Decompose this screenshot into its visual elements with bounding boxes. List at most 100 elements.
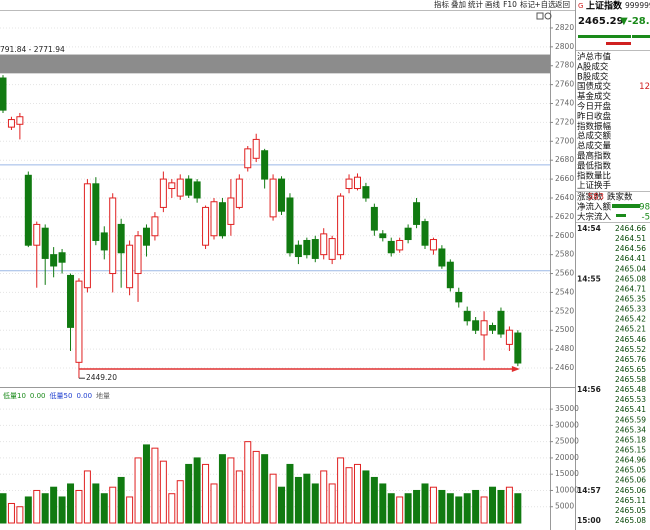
field-label: 最低指数 — [577, 160, 612, 171]
volume-bar — [227, 457, 235, 524]
candle-body — [514, 332, 522, 364]
flow-value: 98 — [639, 203, 650, 213]
close-icon[interactable] — [544, 12, 552, 20]
field-label: 昨日收盘 — [577, 111, 612, 122]
volume-bar — [413, 489, 421, 524]
volume-bar — [480, 496, 488, 524]
field-value: 12 — [639, 82, 650, 92]
y-tick-label: 2660 — [555, 174, 574, 183]
candle-body — [202, 206, 210, 246]
candle-body — [472, 320, 480, 331]
candle-body — [311, 239, 319, 259]
tick-price: 2465.05 — [615, 466, 646, 475]
candle-body — [227, 197, 235, 225]
volume-bar — [126, 496, 134, 524]
y-tick-label: 2740 — [555, 99, 574, 108]
volume-bar — [396, 496, 404, 524]
tick-price: 2465.59 — [615, 415, 646, 424]
tick-price: 2465.04 — [615, 264, 646, 273]
candle-body — [134, 235, 142, 275]
toolbar-button[interactable]: +自选 — [534, 0, 556, 9]
candle-body — [0, 77, 7, 111]
candle-body — [489, 324, 497, 331]
volume-bar — [210, 483, 218, 524]
breadth-label: 跌家数 — [607, 192, 633, 203]
field-label: 国债成交 — [577, 81, 612, 92]
y-tick-label: 2800 — [555, 42, 574, 51]
candle-body — [151, 216, 159, 237]
toolbar-button[interactable]: 指标 — [434, 0, 449, 9]
y-tick-label: 2680 — [555, 155, 574, 164]
y-tick-label: 2760 — [555, 80, 574, 89]
volume-bar — [117, 476, 125, 524]
toolbar-button[interactable]: 画线 — [485, 0, 500, 9]
volume-bar — [218, 454, 226, 524]
index-code: 999999 — [625, 1, 650, 10]
tick-price: 2465.48 — [615, 385, 646, 394]
volume-bar — [100, 493, 108, 524]
volume-bar — [0, 493, 7, 524]
volume-bar — [303, 473, 311, 524]
volume-bar — [370, 476, 378, 524]
indicator-label: 0.00 — [76, 392, 92, 400]
volume-bar — [193, 457, 201, 524]
y-tick-label: 2780 — [555, 61, 574, 70]
tick-price: 2465.06 — [615, 476, 646, 485]
y-tick-label: 2560 — [555, 269, 574, 278]
y-tick-label: 2820 — [555, 23, 574, 32]
volume-bar — [463, 493, 471, 524]
y-tick-label: 35000 — [555, 404, 579, 413]
range-text: 791.84 - 2771.94 — [0, 45, 65, 54]
volume-bar — [75, 489, 83, 524]
field-label: 指数量比 — [577, 170, 611, 181]
y-tick-label: 2620 — [555, 212, 574, 221]
field-label: 总成交量 — [577, 141, 612, 152]
candle-body — [24, 174, 32, 246]
candle-body — [505, 329, 513, 345]
candle-body — [497, 310, 505, 335]
candle-body — [480, 320, 488, 336]
field-label: 最高指数 — [577, 151, 612, 162]
toolbar-button[interactable]: F10 — [503, 0, 517, 9]
tick-price: 2465.53 — [615, 395, 646, 404]
volume-bar — [505, 486, 513, 524]
toolbar-button[interactable]: 返回 — [555, 0, 570, 9]
candle-body — [455, 291, 463, 303]
tick-price: 2465.35 — [615, 294, 646, 303]
volume-bar — [24, 496, 32, 524]
volume-bar — [404, 493, 412, 524]
volume-bar — [176, 480, 184, 524]
volume-bar — [83, 470, 91, 524]
volume-bar — [142, 444, 150, 524]
volume-bar — [379, 483, 387, 524]
candle-body — [269, 178, 277, 218]
panel-bar-green — [578, 35, 631, 38]
candle-body — [446, 261, 454, 289]
volume-bar — [134, 457, 142, 524]
toolbar-button[interactable]: 叠加 — [451, 0, 466, 9]
candle-body — [244, 148, 252, 169]
candle-body — [16, 116, 24, 125]
volume-bar — [41, 493, 49, 524]
tick-price: 2465.65 — [615, 365, 646, 374]
indicator-label: 地量 — [96, 391, 110, 400]
change: ▼-28.6 — [620, 16, 650, 27]
tick-price: 2465.58 — [615, 375, 646, 384]
field-label: A股成交 — [577, 61, 609, 72]
candle-body — [210, 201, 218, 237]
indicator-label: 低量50 — [50, 391, 73, 400]
flow-value: -5 — [642, 213, 650, 223]
tick-time: 14:57 — [577, 486, 601, 495]
volume-bar — [320, 470, 328, 524]
candle-body — [50, 254, 58, 267]
toolbar-button[interactable]: 统计 — [468, 0, 483, 9]
window-icon[interactable] — [536, 12, 544, 20]
tick-price: 2465.33 — [615, 305, 646, 314]
volume-bar — [455, 496, 463, 524]
candle-body — [142, 227, 150, 246]
y-tick-label: 2500 — [555, 325, 574, 334]
candle-body — [33, 223, 41, 246]
volume-bar — [294, 476, 302, 524]
toolbar-button[interactable]: 标记 — [520, 0, 535, 9]
